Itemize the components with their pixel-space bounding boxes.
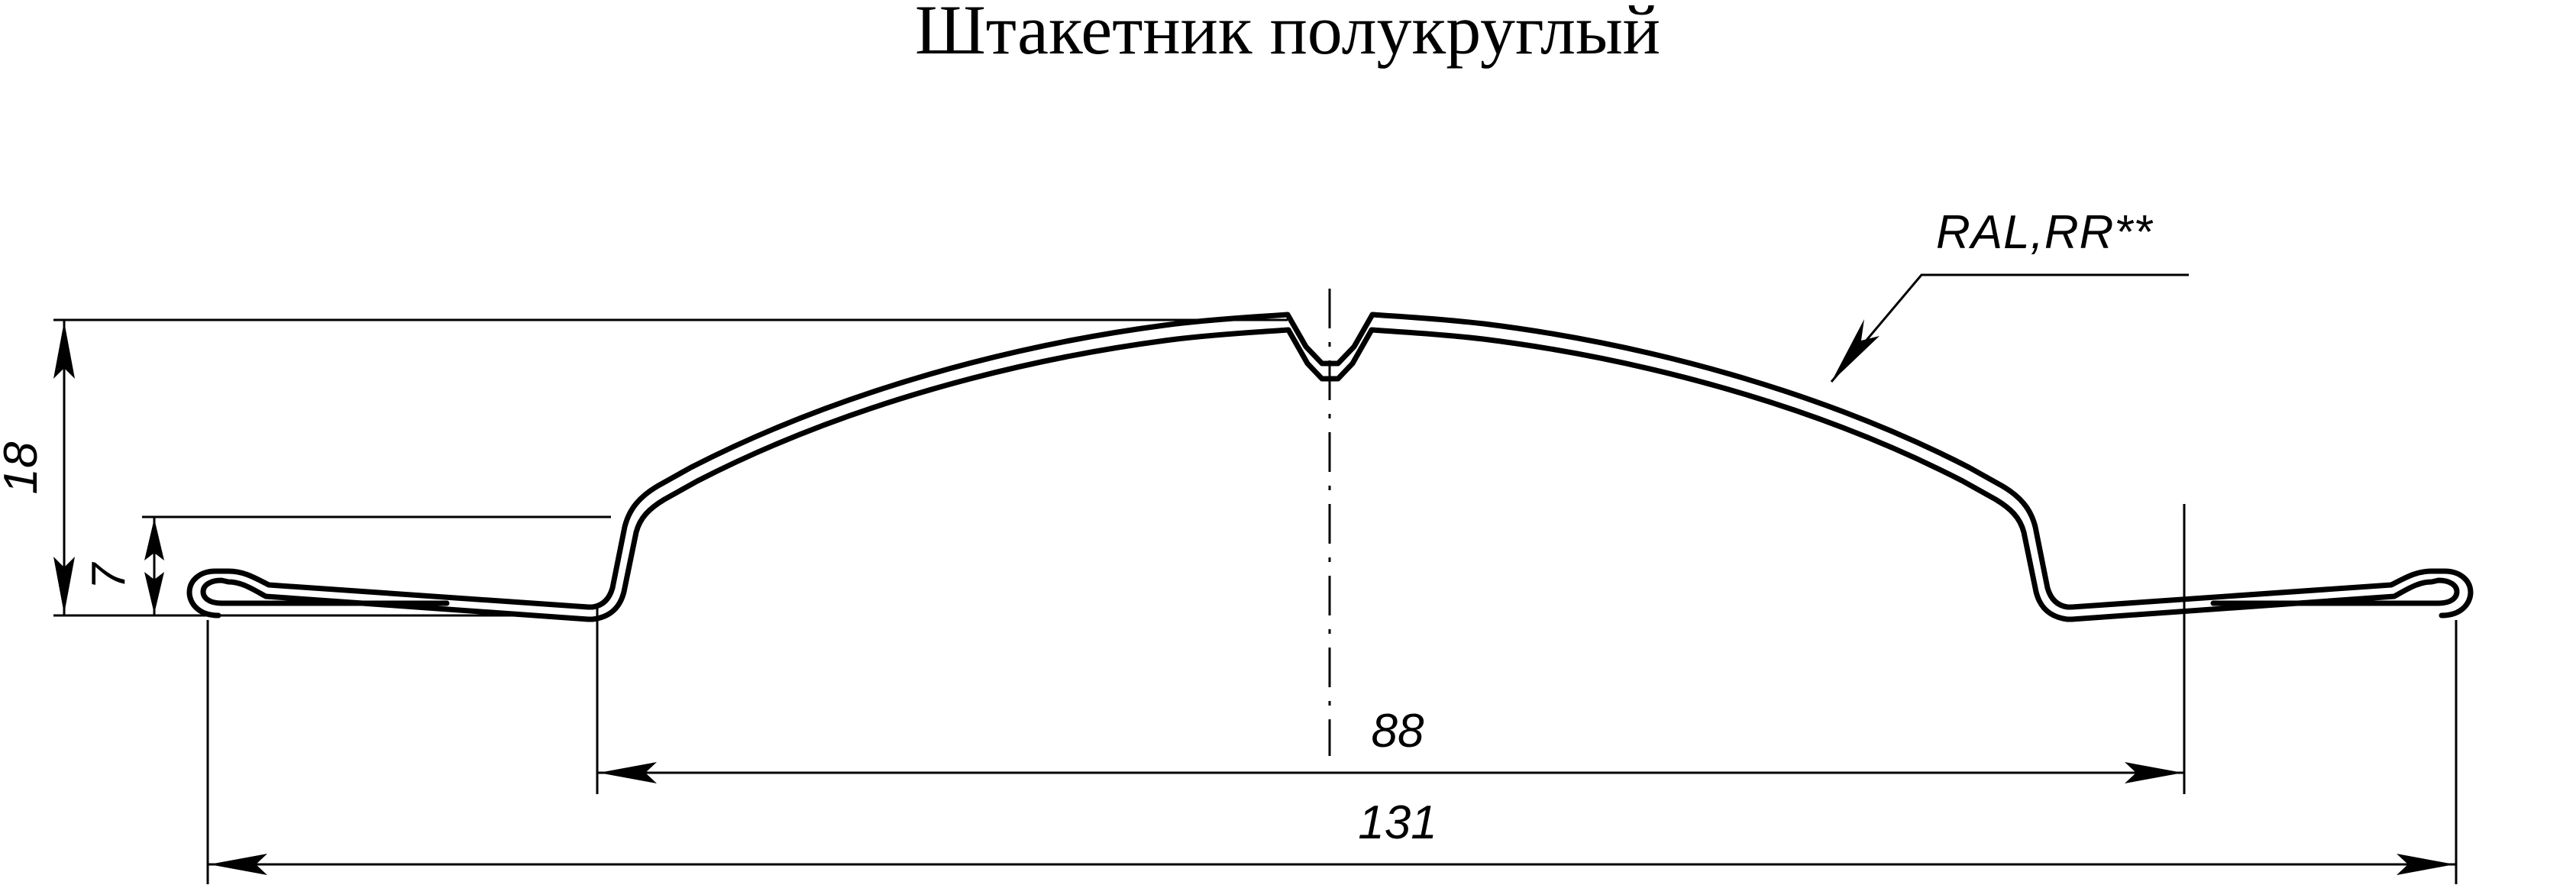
dimension-arrow xyxy=(53,321,75,379)
dimension-arrow xyxy=(2125,762,2183,783)
dimension-label-crown-width: 88 xyxy=(1372,705,1424,757)
dimension-label-overall-width: 131 xyxy=(1358,796,1437,849)
dimension-arrow xyxy=(144,572,164,614)
dimension-arrow xyxy=(209,854,267,875)
dimension-arrow xyxy=(2397,854,2455,875)
leader-arrow xyxy=(1831,319,1879,382)
page-title: Штакетник полукруглый xyxy=(915,0,1660,69)
dimension-arrow xyxy=(144,518,164,560)
dimension-arrow xyxy=(53,557,75,614)
dimension-label-height: 18 xyxy=(0,441,47,494)
leader-line-coating-note xyxy=(1830,273,2189,383)
dimension-label-flange-height: 7 xyxy=(82,561,135,589)
coating-note-label: RAL,RR** xyxy=(1936,206,2154,259)
dimension-arrow xyxy=(599,762,657,783)
